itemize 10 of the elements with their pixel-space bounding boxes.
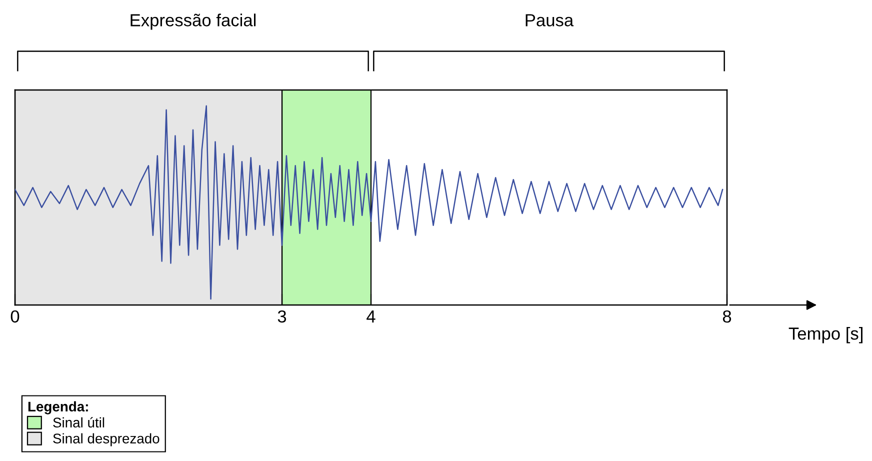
- legend-label: Sinal desprezado: [53, 433, 160, 446]
- x-tick-label: 3: [278, 310, 286, 323]
- x-tick-label: 4: [366, 310, 376, 322]
- text: Expressão facial: [130, 14, 256, 30]
- text: Pausa: [526, 14, 574, 26]
- x-axis-title: Tempo [s]: [788, 327, 862, 344]
- x-tick-label: 0: [10, 310, 20, 323]
- legend-label: Sinal útil: [53, 417, 104, 428]
- x-tick-label: 8: [722, 310, 732, 323]
- legend-title: Legenda:: [28, 401, 88, 414]
